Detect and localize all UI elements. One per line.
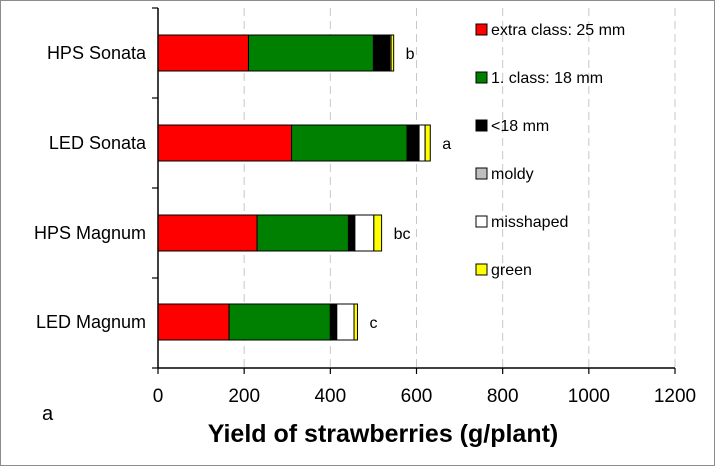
bar-segment	[347, 214, 356, 252]
bar-segment	[247, 34, 374, 72]
legend-swatch	[475, 215, 488, 228]
bar-segment	[390, 34, 395, 72]
legend: extra class: 25 mm 1. class: 18 mm <18 mm m…	[475, 22, 625, 279]
category-label: HPS Sonata	[47, 43, 147, 63]
x-tick-label: 1200	[654, 386, 696, 407]
legend-label: green	[491, 262, 532, 279]
bar-segment	[406, 124, 420, 162]
category-labels: HPS Sonata LED Sonata HPS Magnum LED Magnum	[34, 7, 158, 369]
category-label: LED Sonata	[49, 133, 147, 153]
legend-swatch	[475, 71, 488, 84]
bar-segment	[418, 124, 426, 162]
category-label: HPS Magnum	[34, 223, 146, 243]
significance-letter: bc	[394, 226, 411, 243]
legend-swatch	[475, 167, 488, 180]
legend-label: misshaped	[491, 214, 568, 231]
x-tick-label: 600	[401, 386, 433, 407]
bar-segment	[372, 34, 391, 72]
bar-segment	[353, 303, 358, 341]
x-tick-label: 200	[228, 386, 260, 407]
bars	[157, 34, 431, 341]
significance-letter: a	[442, 136, 451, 153]
bar-segment	[424, 124, 431, 162]
bar-segment	[373, 214, 383, 252]
significance-letter: c	[369, 315, 377, 332]
legend-label: 1. class: 18 mm	[491, 70, 603, 87]
x-ticks: 0 200 400 600 800 1000 1200	[153, 368, 696, 407]
significance-letter: b	[406, 46, 415, 63]
legend-label: <18 mm	[491, 118, 549, 135]
bar-segment	[157, 303, 230, 341]
panel-label: a	[42, 403, 54, 425]
legend-label: extra class: 25 mm	[491, 22, 625, 39]
significance-letters: b a bc c	[369, 46, 451, 332]
legend-swatch	[475, 119, 488, 132]
bar-segment	[157, 34, 249, 72]
bar-segment	[157, 214, 258, 252]
x-axis-title: Yield of strawberries (g/plant)	[208, 420, 559, 448]
legend-swatch	[475, 263, 488, 276]
bar-segment	[291, 124, 408, 162]
x-tick-label: 1000	[568, 386, 610, 407]
x-tick-label: 0	[153, 386, 164, 407]
category-label: LED Magnum	[36, 312, 146, 332]
bar-segment	[256, 214, 349, 252]
legend-swatch	[475, 23, 488, 36]
x-tick-label: 400	[314, 386, 346, 407]
x-tick-label: 800	[487, 386, 519, 407]
legend-label: moldy	[491, 166, 534, 183]
bar-segment	[336, 303, 355, 341]
bar-segment	[228, 303, 331, 341]
bar-segment	[157, 124, 293, 162]
bar-segment	[354, 214, 375, 252]
bar-segment	[329, 303, 338, 341]
